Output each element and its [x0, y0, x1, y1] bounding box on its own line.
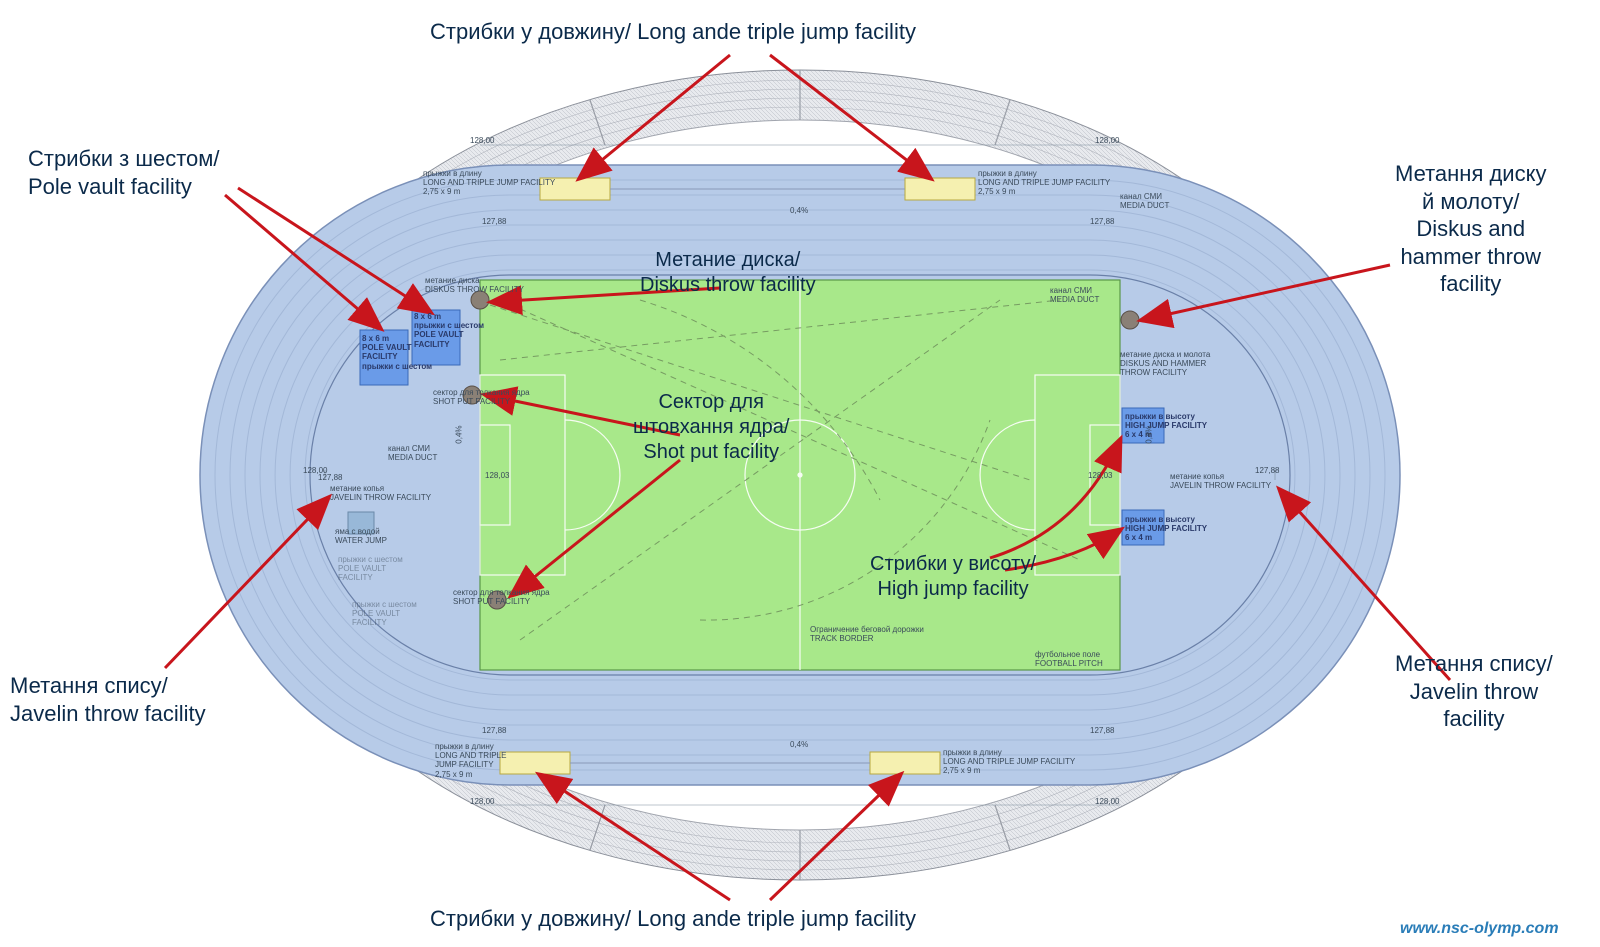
- dim-t1: 128,00: [470, 136, 494, 145]
- dim-04-r: 0,4%: [1145, 425, 1154, 443]
- tiny-lj-top-left: прыжки в длину LONG AND TRIPLE JUMP FACI…: [423, 169, 555, 197]
- dim-t2: 128,00: [1095, 136, 1119, 145]
- callout-javelin-right: Метання спису/ Javelin throw facility: [1395, 650, 1553, 733]
- dim-04-b: 0,4%: [790, 740, 808, 749]
- football-field: [480, 280, 1120, 670]
- tiny-football: футбольное поле FOOTBALL PITCH: [1035, 650, 1103, 668]
- tiny-lj-top-right: прыжки в длину LONG AND TRIPLE JUMP FACI…: [978, 169, 1110, 197]
- dim-inner-top2: 127,88: [1090, 217, 1114, 226]
- tiny-track-border: Ограничение беговой дорожки TRACK BORDER: [810, 625, 924, 643]
- label-shot-put: Сектор для штовхання ядра/ Shot put faci…: [633, 390, 789, 465]
- dim-inner-top1: 127,88: [482, 217, 506, 226]
- stadium-diagram: [0, 0, 1600, 947]
- callout-discus-hammer: Метання диску й молоту/ Diskus and hamme…: [1395, 160, 1546, 298]
- callout-javelin-left: Метання спису/ Javelin throw facility: [10, 672, 206, 727]
- label-high-jump: Стрибки у висоту/ High jump facility: [870, 552, 1036, 602]
- source-url: www.nsc-olymp.com: [1400, 920, 1559, 938]
- tiny-pole-vault-2: 8 x 6 m прыжки с шестом POLE VAULT FACIL…: [414, 312, 484, 349]
- dim-inner-bot1: 127,88: [482, 726, 506, 735]
- dim-04-t: 0,4%: [790, 206, 808, 215]
- tiny-discus-hammer: метание диска и молота DISKUS AND HAMMER…: [1120, 350, 1210, 378]
- tiny-media-t: канал СМИ MEDIA DUCT: [1120, 192, 1169, 210]
- dim-04-l: 0,4%: [455, 425, 464, 443]
- tiny-high-jump-1: прыжки в высоту HIGH JUMP FACILITY 6 x 4…: [1125, 412, 1207, 440]
- tiny-media-r: канал СМИ MEDIA DUCT: [1050, 286, 1099, 304]
- callout-long-jump-bottom: Стрибки у довжину/ Long ande triple jump…: [430, 905, 916, 933]
- tiny-discus-circle: метание диска DISKUS THROW FACILITY: [425, 276, 524, 294]
- tiny-high-jump-2: прыжки в высоту HIGH JUMP FACILITY 6 x 4…: [1125, 515, 1207, 543]
- dim-inner-bot2: 127,88: [1090, 726, 1114, 735]
- tiny-shot-put-2: сектор для толкания ядра SHOT PUT FACILI…: [453, 588, 550, 606]
- tiny-pv-faded2: прыжки с шестом POLE VAULT FACILITY: [352, 600, 417, 628]
- callout-pole-vault: Стрибки з шестом/ Pole vault facility: [28, 145, 220, 200]
- dim-inner1: 128,03: [485, 471, 509, 480]
- callout-long-jump-top: Стрибки у довжину/ Long ande triple jump…: [430, 18, 916, 46]
- tiny-shot-put-1: сектор для толкания ядра SHOT PUT FACILI…: [433, 388, 530, 406]
- dim-b2: 128,00: [1095, 797, 1119, 806]
- dim-ltop: 127,88: [318, 473, 342, 482]
- tiny-pv-faded1: прыжки с шестом POLE VAULT FACILITY: [338, 555, 403, 583]
- tiny-media-l: канал СМИ MEDIA DUCT: [388, 444, 437, 462]
- dim-rtop: 127,88: [1255, 466, 1279, 475]
- tiny-lj-bot-right: прыжки в длину LONG AND TRIPLE JUMP FACI…: [943, 748, 1075, 776]
- dim-inner2: 128,03: [1088, 471, 1112, 480]
- tiny-javelin-left: метание копья JAVELIN THROW FACILITY: [330, 484, 431, 502]
- tiny-lj-bot-left: прыжки в длину LONG AND TRIPLE JUMP FACI…: [435, 742, 506, 779]
- tiny-water-jump: яма с водой WATER JUMP: [335, 527, 387, 545]
- label-discus: Метание диска/ Diskus throw facility: [640, 248, 816, 298]
- dim-b1: 128,00: [470, 797, 494, 806]
